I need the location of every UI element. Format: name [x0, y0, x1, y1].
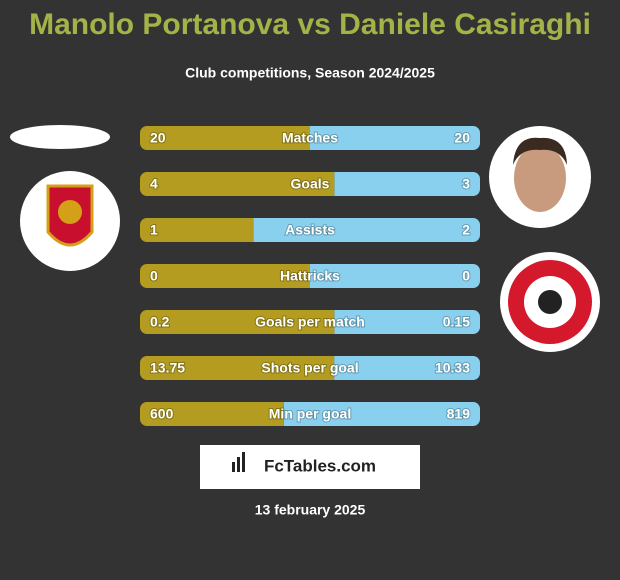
right-bar [334, 356, 480, 380]
stat-label: Goals [291, 176, 330, 192]
stat-label: Goals per match [255, 314, 365, 330]
left-bar [140, 218, 254, 242]
left-bar [140, 310, 335, 334]
right-value: 10.33 [435, 360, 470, 376]
right-value: 0 [462, 268, 470, 284]
left-value: 20 [150, 130, 166, 146]
left-placeholder [10, 125, 110, 149]
right-bar [283, 402, 480, 426]
left-bar [140, 356, 335, 380]
right-value: 819 [447, 406, 471, 422]
stat-row [140, 126, 480, 150]
right-value: 2 [462, 222, 470, 238]
stat-label: Assists [285, 222, 335, 238]
right-value: 3 [462, 176, 470, 192]
right-player-photo [489, 126, 591, 228]
right-club-logo [500, 252, 600, 352]
left-value: 4 [150, 176, 158, 192]
left-value: 600 [150, 406, 174, 422]
brand-box: FcTables.com [200, 445, 420, 489]
stat-label: Min per goal [269, 406, 351, 422]
left-value: 0.2 [150, 314, 170, 330]
stat-row [140, 218, 480, 242]
stat-row [140, 172, 480, 196]
right-bar [310, 126, 480, 150]
left-bar [140, 172, 335, 196]
stat-row [140, 402, 480, 426]
left-value: 13.75 [150, 360, 185, 376]
subtitle: Club competitions, Season 2024/2025 [185, 65, 435, 81]
right-bar [253, 218, 480, 242]
date: 13 february 2025 [255, 502, 366, 518]
left-bar [140, 126, 310, 150]
right-value: 0.15 [443, 314, 470, 330]
brand-text: FcTables.com [264, 456, 376, 475]
left-bar [140, 402, 284, 426]
stat-row [140, 356, 480, 380]
left-value: 0 [150, 268, 158, 284]
stat-row [140, 264, 480, 288]
left-bar [140, 264, 310, 288]
title: Manolo Portanova vs Daniele Casiraghi [29, 8, 591, 41]
right-bar [310, 264, 480, 288]
left-club-logo [20, 171, 120, 271]
right-bar [334, 172, 480, 196]
stat-label: Hattricks [280, 268, 340, 284]
stat-label: Matches [282, 130, 338, 146]
left-value: 1 [150, 222, 158, 238]
stat-row [140, 310, 480, 334]
right-bar [334, 310, 480, 334]
right-value: 20 [454, 130, 470, 146]
stat-label: Shots per goal [261, 360, 358, 376]
